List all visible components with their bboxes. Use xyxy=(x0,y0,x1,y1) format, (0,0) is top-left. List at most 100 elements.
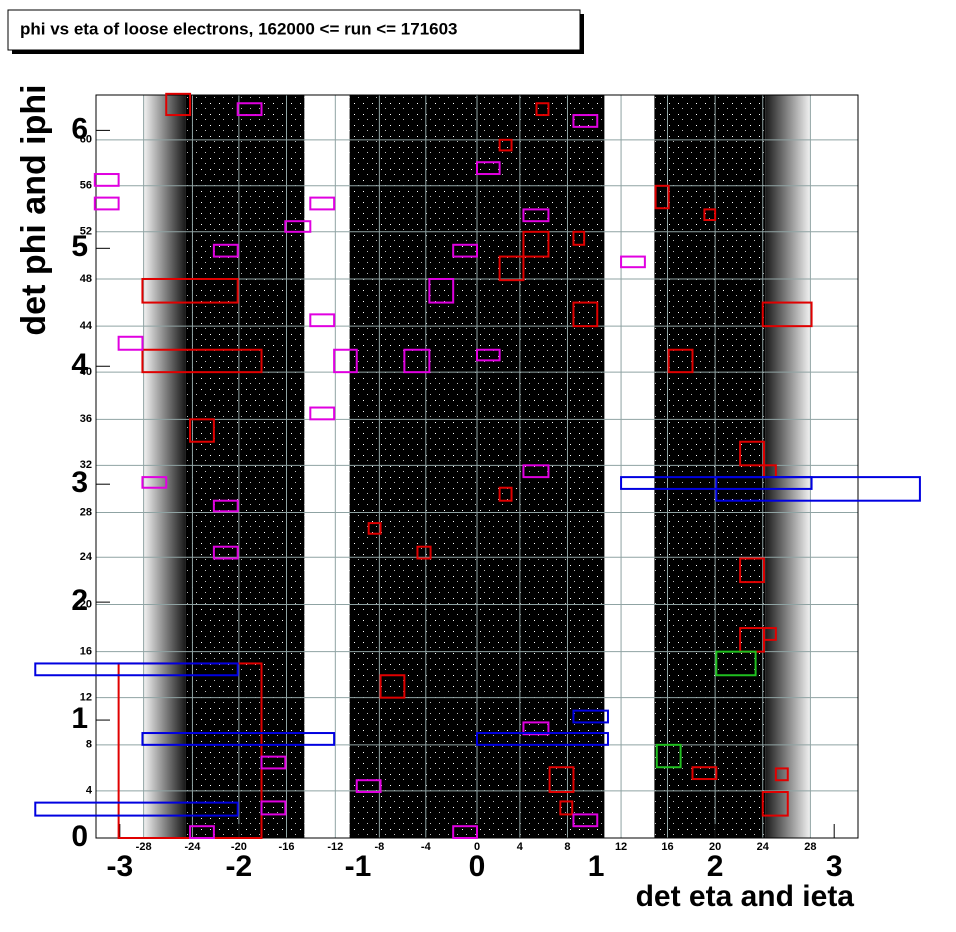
iphi-tick-label: 48 xyxy=(80,273,92,285)
flagged-region xyxy=(762,627,777,641)
y-tick-label: 6 xyxy=(71,112,88,145)
ieta-tick-label: -4 xyxy=(421,841,432,853)
flagged-region xyxy=(572,813,599,828)
flagged-region xyxy=(284,220,312,233)
flagged-region xyxy=(654,184,670,210)
band-texture xyxy=(185,95,305,838)
flagged-region xyxy=(141,732,336,746)
flagged-region xyxy=(572,709,609,724)
iphi-tick-label: 16 xyxy=(80,646,92,658)
flagged-region xyxy=(691,766,718,781)
ieta-tick-label: 16 xyxy=(661,841,673,853)
flagged-region xyxy=(236,102,263,117)
flagged-region xyxy=(476,348,501,362)
flagged-region xyxy=(498,486,513,502)
flagged-region xyxy=(117,335,144,351)
flagged-region xyxy=(715,650,757,677)
flagged-region xyxy=(572,301,599,328)
flagged-region xyxy=(559,800,574,816)
flagged-region xyxy=(761,301,813,328)
ieta-tick-label: 20 xyxy=(709,841,721,853)
flagged-region xyxy=(34,801,239,817)
chart-title: phi vs eta of loose electrons, 162000 <=… xyxy=(20,19,458,38)
flagged-region xyxy=(309,313,336,328)
iphi-tick-label: 4 xyxy=(86,785,93,797)
flagged-region xyxy=(428,277,455,304)
flagged-region xyxy=(715,476,921,502)
x-axis-label: det eta and ieta xyxy=(636,880,855,913)
ieta-tick-label: 24 xyxy=(757,841,770,853)
flagged-region xyxy=(403,348,431,374)
edge-density-band xyxy=(143,95,186,838)
x-tick-label: -1 xyxy=(345,850,372,883)
ieta-tick-label: -24 xyxy=(184,841,201,853)
flagged-region xyxy=(452,243,478,258)
iphi-tick-label: 12 xyxy=(80,692,92,704)
y-tick-label: 4 xyxy=(71,348,88,381)
x-tick-label: 0 xyxy=(469,850,486,883)
ieta-tick-label: -16 xyxy=(279,841,295,853)
iphi-tick-label: 40 xyxy=(80,366,92,378)
ieta-tick-label: -20 xyxy=(231,841,247,853)
ieta-tick-label: 4 xyxy=(517,841,524,853)
flagged-region xyxy=(212,545,239,560)
flagged-region xyxy=(522,208,550,223)
flagged-region xyxy=(141,348,263,374)
flagged-region xyxy=(572,114,599,128)
ieta-tick-label: -28 xyxy=(136,841,152,853)
x-tick-label: 2 xyxy=(707,850,724,883)
ieta-tick-label: 28 xyxy=(804,841,816,853)
flagged-region xyxy=(761,791,789,817)
flagged-region xyxy=(189,418,215,443)
flagged-region xyxy=(522,464,550,479)
flagged-region xyxy=(739,440,765,467)
band-texture xyxy=(654,95,766,838)
flagged-region xyxy=(476,161,501,176)
iphi-tick-label: 60 xyxy=(80,134,92,146)
iphi-tick-label: 28 xyxy=(80,506,92,518)
flagged-region xyxy=(572,230,586,246)
x-tick-label: 3 xyxy=(826,850,843,883)
flagged-region xyxy=(498,255,525,282)
y-tick-label: 3 xyxy=(71,466,88,499)
iphi-tick-label: 20 xyxy=(80,598,92,610)
title-box xyxy=(7,9,581,51)
flagged-region xyxy=(703,208,717,222)
flagged-region xyxy=(379,674,406,699)
flagged-region xyxy=(309,406,336,421)
flagged-region xyxy=(309,196,336,211)
flagged-region xyxy=(189,825,215,840)
iphi-tick-label: 8 xyxy=(86,739,92,751)
flagged-region xyxy=(212,499,239,513)
iphi-tick-label: 44 xyxy=(80,320,93,332)
flagged-region xyxy=(165,92,192,117)
flagged-region xyxy=(333,348,358,374)
y-tick-label: 2 xyxy=(71,584,88,617)
flagged-region xyxy=(522,721,550,736)
flagged-region xyxy=(774,767,789,782)
flagged-region xyxy=(355,779,382,794)
flagged-region xyxy=(416,545,432,560)
flagged-region xyxy=(93,173,120,187)
flagged-region xyxy=(535,102,550,117)
edge-density-band xyxy=(765,95,811,838)
ieta-tick-label: 0 xyxy=(474,841,480,853)
iphi-tick-label: 24 xyxy=(80,551,93,563)
ieta-tick-label: 8 xyxy=(564,841,570,853)
y-axis-label: det phi and iphi xyxy=(15,84,53,335)
y-tick-label: 1 xyxy=(71,702,88,735)
flagged-region xyxy=(212,243,239,258)
ieta-tick-label: -8 xyxy=(374,841,384,853)
iphi-tick-label: 52 xyxy=(80,226,92,238)
ieta-tick-label: 12 xyxy=(615,841,627,853)
iphi-tick-label: 36 xyxy=(80,413,92,425)
flagged-region xyxy=(548,766,575,794)
ieta-tick-label: -12 xyxy=(327,841,343,853)
iphi-tick-label: 32 xyxy=(80,459,92,471)
flagged-region xyxy=(260,800,287,816)
flagged-region xyxy=(667,348,694,374)
x-tick-label: -2 xyxy=(226,850,253,883)
flagged-region xyxy=(141,476,168,489)
y-tick-label: 5 xyxy=(71,230,88,263)
